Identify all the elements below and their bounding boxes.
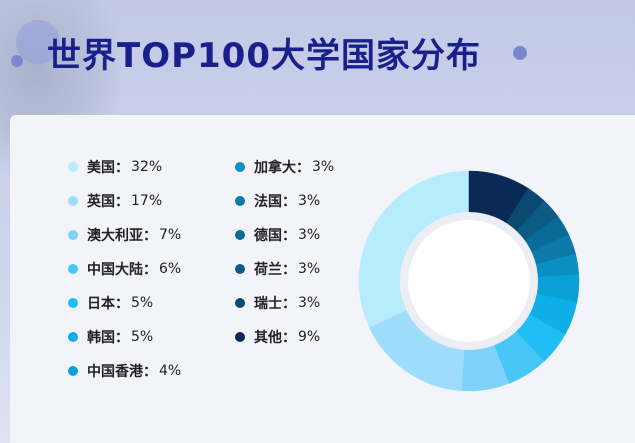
legend-item: 其他： 9% (235, 327, 320, 347)
legend-item: 日本： 5% (68, 293, 153, 313)
legend-value: 3% (298, 295, 321, 311)
legend-value: 17% (131, 193, 163, 209)
legend-value: 4% (159, 363, 182, 379)
legend-value: 3% (298, 261, 321, 277)
legend-label: 中国大陆： (87, 262, 157, 278)
legend-item: 中国大陆： 6% (68, 259, 181, 279)
legend-label: 美国： (87, 160, 129, 176)
legend-item: 美国： 32% (68, 157, 162, 177)
legend-label: 英国： (87, 194, 129, 210)
legend-swatch (235, 230, 245, 240)
legend-value: 5% (131, 295, 154, 311)
legend-label: 日本： (87, 296, 129, 312)
legend-label: 澳大利亚： (87, 228, 157, 244)
legend-item: 英国： 17% (68, 191, 162, 211)
legend-item: 加拿大： 3% (235, 157, 334, 177)
legend-label: 荷兰： (254, 262, 296, 278)
legend-value: 3% (298, 193, 321, 209)
legend-swatch (68, 264, 78, 274)
legend-item: 法国： 3% (235, 191, 320, 211)
legend-swatch (68, 332, 78, 342)
legend-swatch (68, 162, 78, 172)
legend-swatch (68, 298, 78, 308)
legend-swatch (235, 332, 245, 342)
legend-swatch (68, 196, 78, 206)
chart-card: 美国： 32% 英国： 17% 澳大利亚： 7% 中国大陆： 6% 日本： 5% 韩国： 5% 中国香港… (10, 115, 635, 443)
legend-label: 德国： (254, 228, 296, 244)
legend-value: 6% (159, 261, 182, 277)
legend-item: 韩国： 5% (68, 327, 153, 347)
legend-swatch (235, 196, 245, 206)
legend-item: 澳大利亚： 7% (68, 225, 181, 245)
legend-swatch (68, 230, 78, 240)
legend-swatch (235, 298, 245, 308)
legend-value: 7% (159, 227, 182, 243)
legend-value: 32% (131, 159, 163, 175)
legend-label: 加拿大： (254, 160, 310, 176)
legend-item: 瑞士： 3% (235, 293, 320, 313)
title-dot-right (513, 46, 527, 60)
legend-value: 9% (298, 329, 321, 345)
legend-item: 荷兰： 3% (235, 259, 320, 279)
legend-label: 法国： (254, 194, 296, 210)
legend-item: 德国： 3% (235, 225, 320, 245)
legend-swatch (235, 264, 245, 274)
title-ring-decoration (16, 20, 60, 64)
legend-label: 韩国： (87, 330, 129, 346)
legend-swatch (235, 162, 245, 172)
legend-value: 5% (131, 329, 154, 345)
legend-value: 3% (312, 159, 335, 175)
donut-slices (358, 170, 580, 392)
legend-label: 其他： (254, 330, 296, 346)
donut-chart (358, 170, 580, 392)
legend-item: 中国香港： 4% (68, 361, 181, 381)
donut-hole (408, 220, 530, 342)
title-dot-left (11, 55, 23, 67)
legend-swatch (68, 366, 78, 376)
legend-value: 3% (298, 227, 321, 243)
legend-label: 瑞士： (254, 296, 296, 312)
page-title: 世界TOP100大学国家分布 (47, 36, 481, 76)
legend-label: 中国香港： (87, 364, 157, 380)
